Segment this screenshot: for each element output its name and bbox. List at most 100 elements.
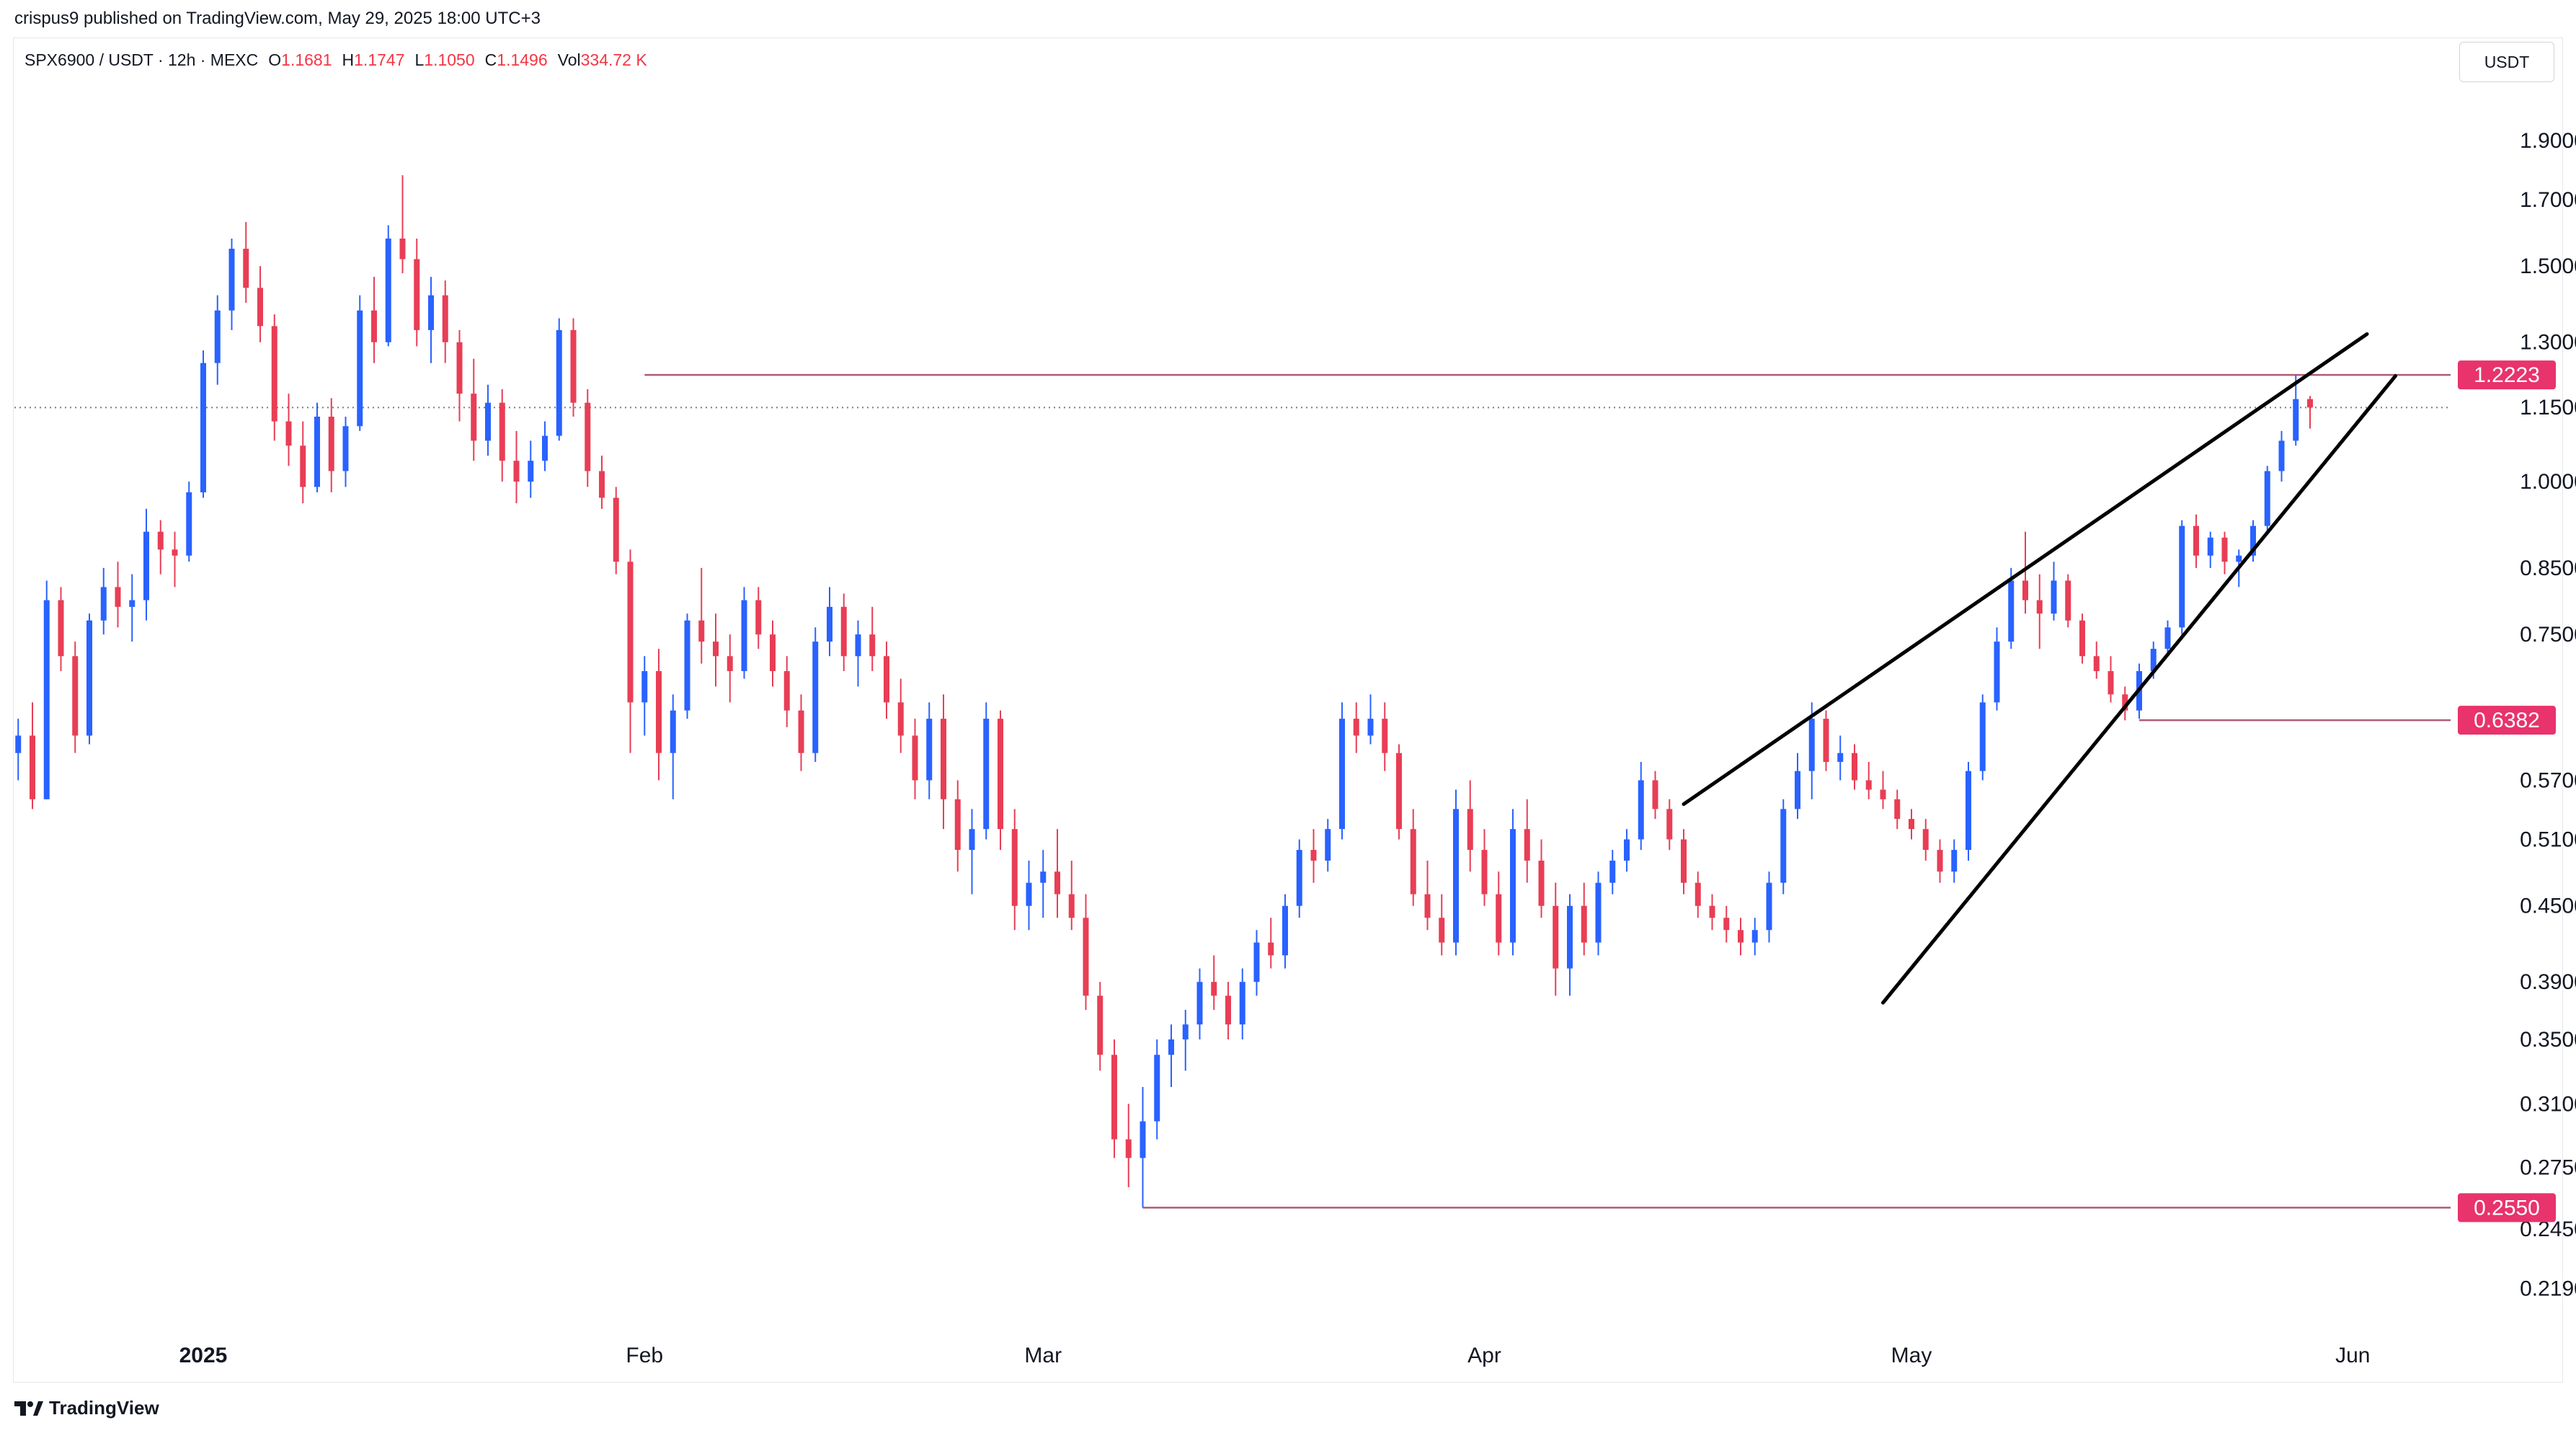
candle-body: [812, 642, 819, 753]
candle-body: [1211, 982, 1217, 996]
candle-body: [2207, 537, 2213, 556]
candle-body: [1808, 719, 1815, 771]
candle-body: [2250, 525, 2256, 556]
candle: [1424, 860, 1431, 931]
trendlines: [1682, 332, 2397, 1005]
high-value: 1.1747: [354, 50, 405, 69]
candle: [30, 702, 35, 809]
candle-body: [186, 492, 192, 556]
candle: [855, 620, 861, 687]
low-label: L: [414, 50, 425, 69]
candle: [1894, 789, 1901, 830]
candle: [200, 350, 206, 498]
candle-body: [1439, 918, 1445, 943]
candle-body: [1865, 780, 1872, 790]
candle-body: [86, 620, 92, 736]
candle-body: [385, 238, 391, 342]
candle-body: [2193, 525, 2199, 556]
time-tick-label: Feb: [626, 1344, 663, 1367]
candle-body: [897, 702, 904, 736]
candle: [1296, 839, 1302, 918]
price-level-badge: [2458, 706, 2556, 735]
candle-body: [200, 363, 206, 493]
volume-value: 334.72 K: [580, 50, 647, 69]
candle-body: [727, 656, 733, 672]
candle-body: [1880, 789, 1886, 799]
candle: [86, 613, 92, 745]
candle-body: [2079, 620, 2085, 657]
candle-body: [214, 310, 221, 363]
time-tick-label: 2025: [179, 1344, 228, 1367]
candle: [1937, 839, 1943, 883]
candle-body: [357, 310, 363, 427]
candle-body: [1666, 809, 1673, 840]
candle: [698, 567, 705, 664]
candle: [1339, 702, 1345, 840]
currency-unit-button[interactable]: USDT: [2459, 42, 2554, 82]
open-label: O: [268, 50, 282, 69]
candle-body: [471, 394, 477, 441]
candle-body: [570, 329, 577, 403]
price-level-badge-label: 0.6382: [2474, 709, 2540, 732]
candle: [1538, 839, 1545, 918]
candle: [727, 634, 733, 703]
candle: [1168, 1024, 1174, 1088]
candle: [2278, 430, 2285, 482]
candle: [2293, 375, 2299, 446]
candle: [1154, 1039, 1160, 1140]
candle-body: [2278, 440, 2285, 471]
candle: [2221, 531, 2228, 574]
candle: [1823, 710, 1829, 771]
candle-body: [115, 587, 121, 607]
candle: [912, 719, 918, 799]
price-tick-label: 1.1500: [2520, 396, 2576, 420]
candle-body: [1040, 871, 1047, 883]
candle: [783, 656, 790, 727]
candle-body: [1111, 1055, 1117, 1140]
candle-body: [399, 238, 406, 259]
tradingview-logo-icon: [14, 1401, 43, 1416]
candle: [1496, 871, 1502, 956]
candle: [1239, 968, 1245, 1039]
candle-body: [129, 600, 136, 607]
candle: [1026, 860, 1032, 931]
candle-body: [670, 710, 676, 753]
candle-body: [271, 326, 277, 422]
price-tick-label: 1.7000: [2520, 188, 2576, 212]
candle-body: [1538, 860, 1545, 906]
candle: [2051, 562, 2057, 621]
price-level-lines: [14, 373, 2451, 1209]
candle-body: [1253, 942, 1260, 982]
symbol-label[interactable]: SPX6900 / USDT · 12h · MEXC: [25, 50, 259, 69]
candle: [1922, 819, 1929, 861]
candle: [798, 694, 804, 771]
candle-body: [243, 249, 249, 288]
price-tick-label: 1.5000: [2520, 254, 2576, 278]
close-label: C: [484, 50, 497, 69]
candle-body: [1453, 809, 1459, 943]
candle-body: [1695, 882, 1701, 906]
open-value: 1.1681: [281, 50, 332, 69]
candle: [1880, 771, 1886, 809]
candle-body: [442, 295, 448, 342]
candle: [1054, 829, 1060, 918]
candle: [1780, 799, 1787, 895]
candle: [58, 587, 64, 672]
candle: [869, 606, 876, 672]
candle: [1439, 894, 1445, 956]
candle-body: [627, 562, 634, 703]
candle-body: [43, 600, 50, 799]
time-tick-label: May: [1891, 1344, 1932, 1367]
candle-body: [1979, 702, 1986, 771]
candle-body: [314, 417, 320, 487]
candle-body: [641, 671, 648, 703]
candle-body: [2150, 649, 2157, 672]
candle: [186, 482, 192, 562]
candle: [998, 710, 1003, 851]
candle: [1310, 829, 1317, 883]
